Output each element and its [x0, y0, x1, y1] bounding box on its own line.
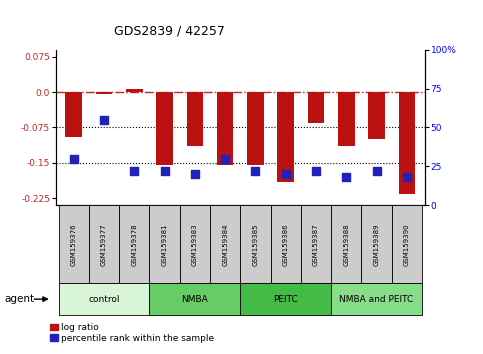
- Bar: [247, 92, 264, 165]
- Bar: [186, 92, 203, 146]
- Bar: [338, 92, 355, 146]
- Point: [403, 175, 411, 180]
- Text: GDS2839 / 42257: GDS2839 / 42257: [114, 24, 225, 37]
- Text: GSM159386: GSM159386: [283, 223, 289, 266]
- Bar: [392, 205, 422, 283]
- Bar: [331, 205, 361, 283]
- Bar: [270, 205, 301, 283]
- Bar: [180, 205, 210, 283]
- Text: NMBA and PEITC: NMBA and PEITC: [340, 295, 414, 304]
- Point: [191, 171, 199, 177]
- Bar: [361, 205, 392, 283]
- Bar: [308, 92, 325, 123]
- Text: PEITC: PEITC: [273, 295, 298, 304]
- Text: GSM159385: GSM159385: [253, 223, 258, 266]
- Bar: [241, 283, 331, 315]
- Bar: [119, 205, 149, 283]
- Point: [282, 171, 290, 177]
- Text: GSM159388: GSM159388: [343, 223, 349, 266]
- Bar: [331, 283, 422, 315]
- Bar: [156, 92, 173, 165]
- Bar: [126, 89, 142, 92]
- Bar: [301, 205, 331, 283]
- Point: [70, 156, 78, 161]
- Point: [130, 168, 138, 174]
- Text: control: control: [88, 295, 120, 304]
- Bar: [65, 92, 82, 137]
- Text: GSM159383: GSM159383: [192, 223, 198, 266]
- Text: GSM159381: GSM159381: [162, 223, 168, 266]
- Point: [161, 168, 169, 174]
- Bar: [277, 92, 294, 182]
- Bar: [368, 92, 385, 139]
- Point: [100, 117, 108, 122]
- Bar: [89, 205, 119, 283]
- Bar: [149, 283, 241, 315]
- Point: [221, 156, 229, 161]
- Bar: [217, 92, 233, 165]
- Bar: [58, 205, 89, 283]
- Legend: log ratio, percentile rank within the sample: log ratio, percentile rank within the sa…: [50, 323, 214, 343]
- Point: [342, 175, 350, 180]
- Text: GSM159378: GSM159378: [131, 223, 137, 266]
- Text: GSM159387: GSM159387: [313, 223, 319, 266]
- Text: GSM159390: GSM159390: [404, 223, 410, 266]
- Point: [252, 168, 259, 174]
- Text: agent: agent: [5, 294, 35, 304]
- Bar: [149, 205, 180, 283]
- Bar: [210, 205, 241, 283]
- Bar: [241, 205, 270, 283]
- Text: GSM159377: GSM159377: [101, 223, 107, 266]
- Point: [312, 168, 320, 174]
- Bar: [96, 92, 113, 95]
- Bar: [58, 283, 149, 315]
- Bar: [398, 92, 415, 194]
- Text: NMBA: NMBA: [182, 295, 208, 304]
- Text: GSM159376: GSM159376: [71, 223, 77, 266]
- Text: GSM159384: GSM159384: [222, 223, 228, 266]
- Text: GSM159389: GSM159389: [373, 223, 380, 266]
- Point: [373, 168, 381, 174]
